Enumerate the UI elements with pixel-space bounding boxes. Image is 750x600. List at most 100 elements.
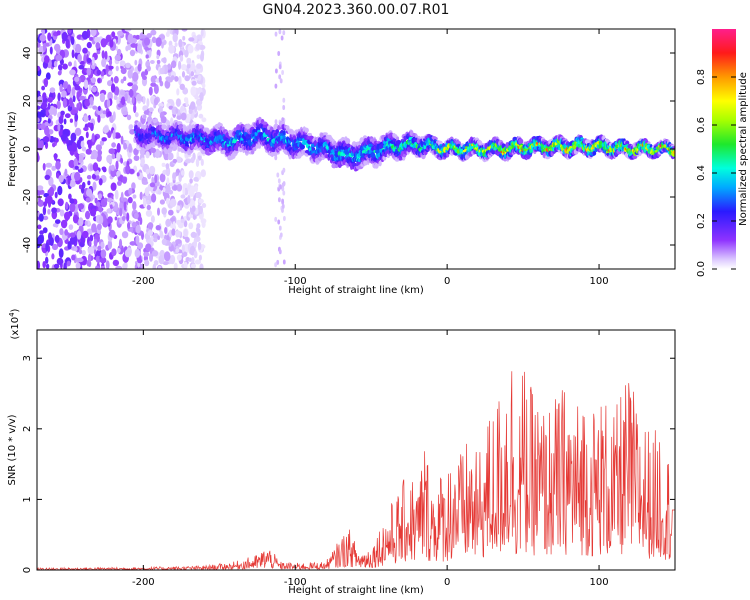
spectrogram-noise-cell bbox=[190, 263, 197, 269]
spectrogram-noise-cell bbox=[130, 43, 137, 48]
spectrogram-noise-cell bbox=[42, 206, 47, 216]
spectrogram-noise-cell bbox=[75, 262, 81, 269]
spectrogram-noise-cell bbox=[170, 75, 175, 81]
spectrogram-noise-cell bbox=[55, 160, 61, 170]
spectrogram-noise-cell bbox=[121, 215, 126, 221]
spectrogram-noise-cell bbox=[180, 194, 186, 199]
spectrogram-noise-cell bbox=[76, 257, 84, 263]
spectrogram-noise-cell bbox=[83, 79, 89, 90]
spectrogram-stripe-cell bbox=[279, 232, 283, 238]
spectrogram-noise-cell bbox=[74, 165, 79, 170]
spectrogram-noise-cell bbox=[100, 70, 105, 77]
spectrogram-noise-cell bbox=[43, 77, 49, 88]
spectrogram-noise-cell bbox=[110, 182, 117, 191]
spectrogram-noise-cell bbox=[198, 198, 204, 204]
spectrogram-noise-cell bbox=[94, 197, 98, 204]
spectrogram-noise-cell bbox=[128, 187, 133, 196]
spectrogram-noise-cell bbox=[144, 259, 150, 267]
spectrogram-noise-cell bbox=[126, 114, 132, 121]
spectrogram-noise-cell bbox=[116, 48, 122, 56]
spectrogram-stripe-cell bbox=[282, 97, 286, 103]
spectrogram-noise-cell bbox=[45, 109, 49, 116]
spectrogram-noise-cell bbox=[78, 184, 83, 190]
spectrogram-noise-cell bbox=[95, 144, 102, 151]
spectrogram-noise-cell bbox=[70, 36, 75, 46]
spectrogram-noise-cell bbox=[176, 88, 180, 96]
spectrogram-band-cell bbox=[307, 132, 313, 137]
spectrogram-noise-cell bbox=[183, 229, 188, 237]
spectrogram-stripe-cell bbox=[279, 78, 283, 84]
spectrogram-noise-cell bbox=[105, 64, 109, 74]
spectrogram-stripe-cell bbox=[276, 259, 280, 265]
spectrogram-noise-cell bbox=[111, 142, 116, 148]
spectrogram-noise-cell bbox=[139, 217, 143, 225]
spectrogram-noise-cell bbox=[153, 97, 159, 106]
spectrogram-noise-cell bbox=[74, 76, 80, 82]
spectrogram-noise-cell bbox=[53, 60, 58, 68]
spectrogram-band-cell bbox=[346, 143, 351, 148]
spectrogram-noise-cell bbox=[78, 217, 84, 227]
spectrogram-noise-cell bbox=[39, 230, 44, 235]
spectrogram-noise-cell bbox=[87, 140, 92, 150]
spectrogram-noise-cell bbox=[189, 186, 195, 196]
spectrogram-noise-cell bbox=[98, 215, 104, 225]
spectrogram-noise-cell bbox=[51, 243, 59, 251]
spectrogram-noise-cell bbox=[155, 225, 161, 231]
spectrogram-noise-cell bbox=[69, 232, 76, 238]
spectrogram-noise-cell bbox=[80, 140, 85, 148]
spectrogram-noise-cell bbox=[120, 191, 124, 202]
spectrogram-band-cell bbox=[382, 155, 387, 161]
spectrogram-noise-cell bbox=[176, 98, 181, 107]
spectrogram-noise-cell bbox=[150, 29, 157, 36]
spectrogram-noise-cell bbox=[195, 43, 201, 51]
spectrogram-noise-cell bbox=[190, 86, 197, 96]
spectrogram-stripe-cell bbox=[278, 29, 282, 35]
spectrogram-noise-cell bbox=[56, 257, 64, 265]
spectrogram-noise-cell bbox=[198, 113, 204, 119]
spectrogram-noise-cell bbox=[68, 97, 73, 107]
spectrogram-noise-cell bbox=[158, 75, 162, 83]
spectrogram-noise-cell bbox=[164, 227, 168, 234]
spectrogram-noise-cell bbox=[76, 103, 80, 111]
spectrogram-noise-cell bbox=[123, 110, 129, 115]
spectrogram-noise-cell bbox=[37, 117, 40, 123]
spectrogram-stripe-cell bbox=[274, 83, 278, 89]
spectrogram-noise-cell bbox=[83, 127, 89, 131]
spectrogram-noise-cell bbox=[149, 182, 156, 188]
spectrogram-noise-cell bbox=[116, 142, 121, 153]
spectrogram-noise-cell bbox=[183, 97, 188, 103]
spectrogram-noise-cell bbox=[109, 39, 114, 48]
spectrogram-noise-cell bbox=[145, 168, 150, 175]
spectrogram-noise-cell bbox=[71, 141, 77, 152]
spectrogram-noise-cell bbox=[190, 71, 195, 77]
spectrogram-noise-cell bbox=[116, 97, 120, 106]
spectrogram-noise-cell bbox=[97, 245, 102, 252]
spectrogram-band-cell bbox=[378, 160, 382, 167]
spectrogram-noise-cell bbox=[200, 29, 204, 37]
spectrogram-noise-cell bbox=[168, 44, 175, 54]
spectrogram-noise-cell bbox=[97, 105, 101, 111]
spectrogram-noise-cell bbox=[79, 95, 86, 101]
spectrogram-noise-cell bbox=[96, 69, 102, 76]
spectrogram-noise-cell bbox=[175, 248, 180, 253]
spectrogram-stripe-cell bbox=[282, 181, 286, 187]
spectrogram-band-cell bbox=[412, 132, 416, 137]
spectrogram-noise-cell bbox=[62, 98, 67, 108]
spectrogram-noise-cell bbox=[78, 64, 85, 70]
spectrogram-noise-cell bbox=[201, 117, 207, 123]
spectrogram-noise-cell bbox=[188, 37, 195, 42]
spectrogram-noise-cell bbox=[181, 71, 186, 78]
spectrogram-noise-cell bbox=[58, 64, 63, 71]
spectrogram-noise-cell bbox=[83, 115, 89, 123]
spectrogram-band-cell bbox=[262, 121, 268, 125]
spectrogram-stripe-cell bbox=[279, 184, 282, 190]
spectrogram-stripe-cell bbox=[281, 207, 284, 213]
spectrogram-band-cell bbox=[632, 154, 638, 160]
spectrogram-noise-cell bbox=[45, 72, 51, 80]
spectrogram-noise-cell bbox=[92, 56, 95, 66]
spectrogram-noise-cell bbox=[64, 113, 71, 119]
spectrogram-noise-cell bbox=[115, 265, 123, 269]
spectrogram-stripe-cell bbox=[275, 68, 278, 74]
spectrogram-noise-cell bbox=[108, 148, 116, 155]
spectrogram-noise-cell bbox=[127, 69, 133, 79]
